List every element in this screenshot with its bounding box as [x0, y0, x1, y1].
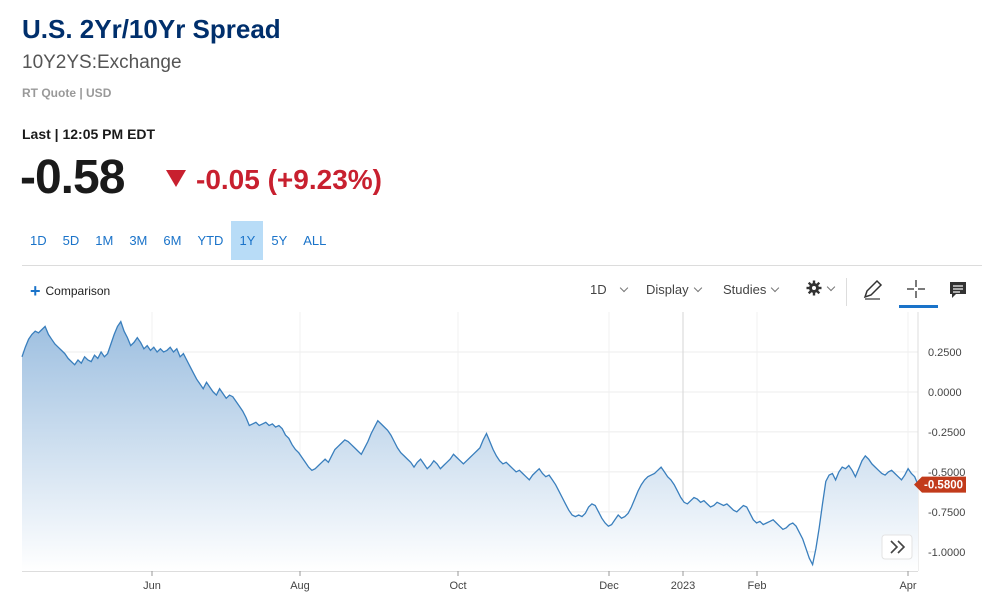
symbol-label: 10Y2YS:Exchange: [22, 52, 182, 73]
crosshair-icon: [907, 280, 925, 298]
draw-button[interactable]: [858, 277, 886, 303]
range-5d[interactable]: 5D: [62, 233, 80, 248]
range-6m[interactable]: 6M: [163, 233, 182, 248]
price-change: -0.05 (+9.23%): [196, 164, 382, 195]
range-ytd[interactable]: YTD: [197, 233, 224, 248]
crosshair-active-indicator: [899, 305, 938, 308]
y-tick-label: -0.7500: [928, 507, 965, 519]
y-tick-label: 0.0000: [928, 387, 962, 399]
gear-icon: [806, 280, 822, 296]
last-value-label: -0.5800: [924, 480, 963, 492]
comparison-button[interactable]: + Comparison: [30, 281, 111, 301]
down-arrow-icon: [166, 170, 186, 187]
x-tick-label: Apr: [899, 580, 916, 592]
crosshair-button[interactable]: [902, 277, 930, 303]
y-tick-label: -0.5000: [928, 467, 965, 479]
range-selector: 1D 5D 1M 3M 6M YTD 1Y 5Y ALL: [22, 221, 334, 260]
double-chevron-right-icon: [890, 540, 906, 554]
scroll-forward-button[interactable]: [881, 534, 913, 560]
x-tick-label: Dec: [599, 580, 619, 592]
x-tick-label: Oct: [449, 580, 466, 592]
y-tick-label: -1.0000: [928, 547, 965, 559]
comparison-label: Comparison: [45, 284, 111, 298]
comment-icon: [950, 282, 966, 298]
x-tick-label: 2023: [671, 580, 695, 592]
annotation-button[interactable]: [944, 277, 972, 303]
range-1d[interactable]: 1D: [30, 233, 47, 248]
plus-icon: +: [30, 281, 41, 301]
page-title: U.S. 2Yr/10Yr Spread: [22, 14, 281, 44]
studies-dropdown[interactable]: Studies: [723, 282, 780, 297]
range-5y[interactable]: 5Y: [271, 233, 288, 248]
last-value-badge: -0.5800: [914, 476, 966, 493]
chart-toolbar: + Comparison 1D Display Studies: [22, 272, 982, 310]
y-tick-label: -0.2500: [928, 427, 965, 439]
range-1y[interactable]: 1Y: [231, 221, 264, 260]
series-line: [21, 320, 919, 567]
quote-meta: RT Quote | USD: [22, 86, 112, 100]
pencil-icon: [863, 279, 883, 300]
x-tick-label: Aug: [290, 580, 310, 592]
interval-dropdown[interactable]: 1D: [590, 282, 628, 297]
settings-button[interactable]: [806, 280, 836, 296]
display-label: Display: [646, 282, 689, 297]
x-tick-label: Jun: [143, 580, 161, 592]
divider: [22, 265, 982, 266]
y-tick-label: 0.2500: [928, 347, 962, 359]
range-all[interactable]: ALL: [303, 233, 327, 248]
studies-label: Studies: [723, 282, 767, 297]
display-dropdown[interactable]: Display: [646, 282, 702, 297]
toolbar-divider: [846, 278, 847, 306]
range-3m[interactable]: 3M: [129, 233, 148, 248]
last-price: -0.58: [20, 151, 125, 204]
x-tick-label: Feb: [748, 580, 767, 592]
range-1m[interactable]: 1M: [95, 233, 114, 248]
area-fill: [22, 321, 918, 571]
last-updated-label: Last | 12:05 PM EDT: [22, 126, 156, 142]
interval-label: 1D: [590, 282, 607, 297]
